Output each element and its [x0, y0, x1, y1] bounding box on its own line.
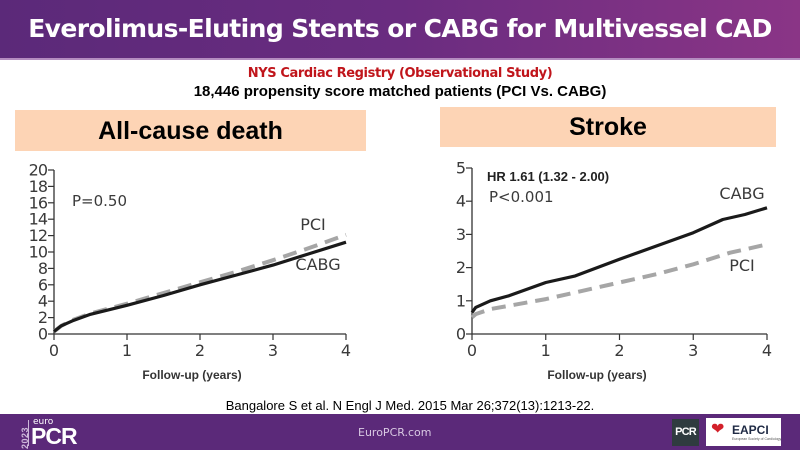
- stroke-x-tick-label: 4: [762, 341, 772, 360]
- stroke-y-tick-label: 4: [456, 192, 466, 211]
- europcr-logo: PCR: [31, 423, 78, 449]
- panel-title-all-cause-death: All-cause death: [15, 110, 366, 151]
- death-y-tick-label: 10: [29, 243, 48, 262]
- stroke-y-tick-label: 3: [456, 225, 465, 244]
- death-y-tick-label: 6: [38, 275, 48, 294]
- eapci-partner-logo: ❤ EAPCI European Society of Cardiology: [706, 418, 781, 446]
- death-label-pci: PCI: [300, 215, 326, 234]
- death-y-tick-label: 18: [29, 177, 48, 196]
- footer-url[interactable]: EuroPCR.com: [358, 426, 432, 439]
- death-y-tick-label: 16: [29, 193, 48, 212]
- logo-euro: euro: [33, 417, 54, 427]
- death-x-tick-label: 0: [49, 341, 59, 360]
- heart-icon: ❤: [711, 421, 725, 438]
- citation: Bangalore S et al. N Engl J Med. 2015 Ma…: [225, 398, 595, 413]
- stroke-x-tick-label: 3: [688, 341, 698, 360]
- stroke-y-tick-label: 0: [456, 325, 466, 344]
- death-y-tick-label: 14: [29, 210, 48, 229]
- death-x-tick-label: 1: [122, 341, 132, 360]
- death-y-tick-label: 8: [38, 259, 48, 278]
- death-x-tick-label: 3: [268, 341, 278, 360]
- stroke-label-cabg: CABG: [719, 184, 764, 203]
- death-series-cabg: [53, 240, 347, 333]
- stroke-series-cabg: [470, 206, 768, 314]
- slide-header: Everolimus-Eluting Stents or CABG for Mu…: [0, 0, 800, 60]
- registry-subtitle: NYS Cardiac Registry (Observational Stud…: [247, 66, 553, 81]
- death-label-cabg: CABG: [295, 255, 340, 274]
- stroke-x-tick-label: 0: [467, 341, 477, 360]
- stroke-x-axis-label: Follow-up (years): [547, 368, 646, 382]
- slide-title: Everolimus-Eluting Stents or CABG for Mu…: [28, 14, 772, 43]
- stroke-series-pci: [470, 242, 768, 319]
- death-series-pci: [52, 232, 347, 334]
- death-y-tick-label: 12: [29, 226, 47, 245]
- stroke-x-tick-label: 2: [614, 341, 624, 360]
- death-x-tick-label: 4: [341, 341, 351, 360]
- death-y-tick-label: 2: [38, 308, 47, 327]
- death-x-tick-label: 2: [195, 341, 205, 360]
- pcr-partner-logo: PCR: [672, 419, 699, 446]
- eapci-subtitle: European Society of Cardiology: [732, 437, 782, 441]
- stroke-y-tick-label: 2: [456, 258, 465, 277]
- footer: 2023 euro PCR EuroPCR.com PCR ❤ EAPCI Eu…: [0, 414, 800, 450]
- patients-subtitle: 18,446 propensity score matched patients…: [193, 83, 607, 100]
- death-y-tick-label: 20: [29, 161, 48, 180]
- stroke-y-tick-label: 5: [456, 159, 465, 178]
- stroke-hr-annotation: HR 1.61 (1.32 - 2.00): [487, 169, 609, 184]
- death-x-axis-label: Follow-up (years): [142, 368, 241, 382]
- eapci-label: EAPCI: [732, 423, 769, 437]
- panel-title-stroke: Stroke: [440, 107, 776, 147]
- stroke-label-pci: PCI: [729, 256, 755, 275]
- death-y-tick-label: 0: [38, 325, 48, 344]
- stroke-p-value: P<0.001: [489, 188, 554, 206]
- death-p-value: P=0.50: [72, 192, 127, 210]
- stroke-y-tick-label: 1: [456, 291, 465, 310]
- logo-divider: [28, 420, 29, 446]
- death-y-tick-label: 4: [38, 292, 48, 311]
- stroke-x-tick-label: 1: [541, 341, 551, 360]
